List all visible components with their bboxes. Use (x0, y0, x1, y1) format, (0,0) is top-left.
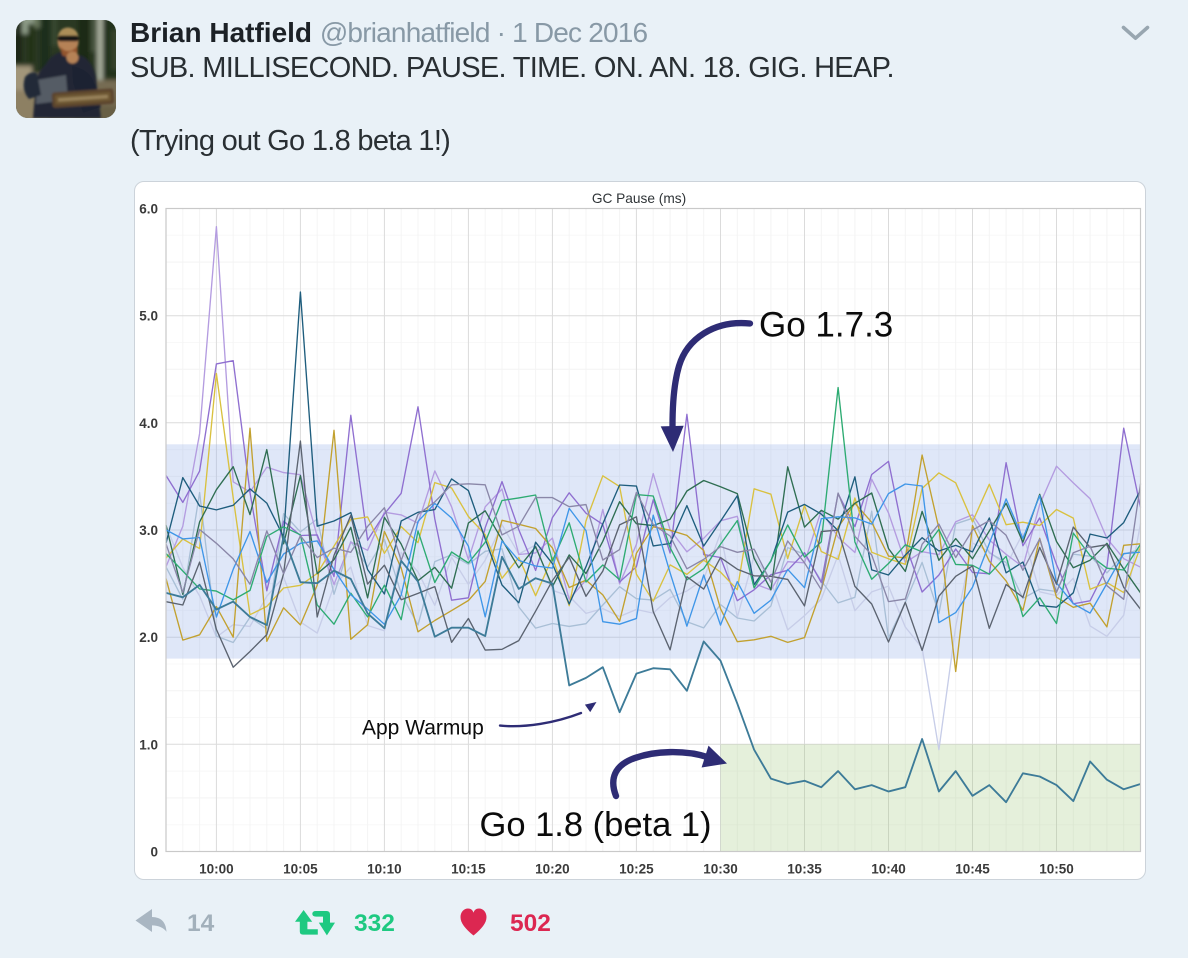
svg-text:10:00: 10:00 (199, 862, 234, 877)
svg-text:10:50: 10:50 (1039, 862, 1074, 877)
svg-text:1.0: 1.0 (139, 737, 158, 752)
svg-text:10:05: 10:05 (283, 862, 318, 877)
svg-text:10:30: 10:30 (703, 862, 738, 877)
svg-text:Go 1.7.3: Go 1.7.3 (759, 306, 893, 345)
svg-text:10:40: 10:40 (871, 862, 906, 877)
svg-text:10:35: 10:35 (787, 862, 822, 877)
svg-text:GC Pause (ms): GC Pause (ms) (592, 191, 686, 206)
svg-text:10:20: 10:20 (535, 862, 570, 877)
svg-text:4.0: 4.0 (139, 416, 158, 431)
svg-text:10:25: 10:25 (619, 862, 654, 877)
svg-text:App Warmup: App Warmup (362, 716, 484, 739)
svg-text:10:45: 10:45 (955, 862, 990, 877)
svg-text:10:15: 10:15 (451, 862, 486, 877)
svg-text:2.0: 2.0 (139, 630, 158, 645)
svg-text:6.0: 6.0 (139, 202, 158, 217)
svg-text:10:10: 10:10 (367, 862, 402, 877)
svg-text:3.0: 3.0 (139, 523, 158, 538)
svg-text:5.0: 5.0 (139, 309, 158, 324)
svg-text:Go 1.8 (beta 1): Go 1.8 (beta 1) (480, 806, 712, 844)
svg-text:0: 0 (150, 845, 158, 860)
